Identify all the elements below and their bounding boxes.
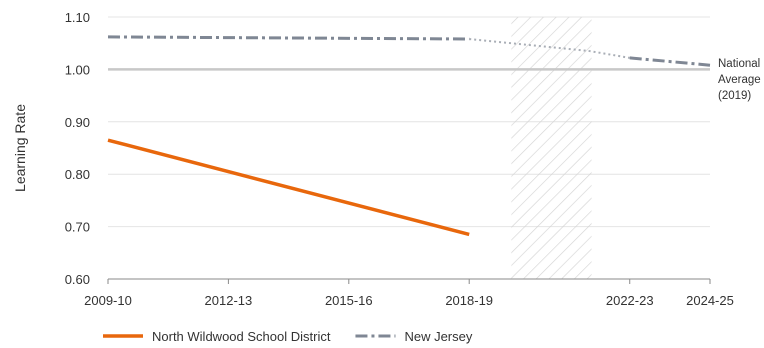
y-tick-label: 0.90 [65,115,90,130]
series-later-line-1 [629,56,711,67]
x-tick-label: 2022-23 [606,293,654,308]
legend: North Wildwood School District New Jersey [103,329,473,344]
reference-line-group: National Average (2019) [108,58,761,102]
national-average-label: (2019) [718,90,751,102]
legend-label-1: New Jersey [404,329,472,344]
y-tick-label: 0.60 [65,272,90,287]
x-tick-label: 2018-19 [445,293,493,308]
x-tick-label: 2015-16 [325,293,373,308]
y-tick-label: 1.00 [65,62,90,77]
national-average-label: National [718,58,760,70]
series-lines [107,35,711,237]
series-projection-1 [469,38,630,59]
legend-label-0: North Wildwood School District [152,329,331,344]
hatched-region-fill [511,17,592,279]
x-tick-label: 2024-25 [686,293,734,308]
hatched-region [511,17,592,279]
x-tick-label: 2009-10 [84,293,132,308]
y-axis-label: Learning Rate [12,104,28,192]
national-average-label: Average [718,74,761,86]
series-line-0 [107,138,470,237]
y-tick-label: 0.80 [65,167,90,182]
series-line-1 [107,35,470,41]
axes: 0.60 0.70 0.80 0.90 1.00 1.10 2009-10 2012-13 20… [12,10,734,308]
x-tick-label: 2012-13 [205,293,253,308]
y-tick-label: 0.70 [65,220,90,235]
y-tick-label: 1.10 [65,10,90,25]
